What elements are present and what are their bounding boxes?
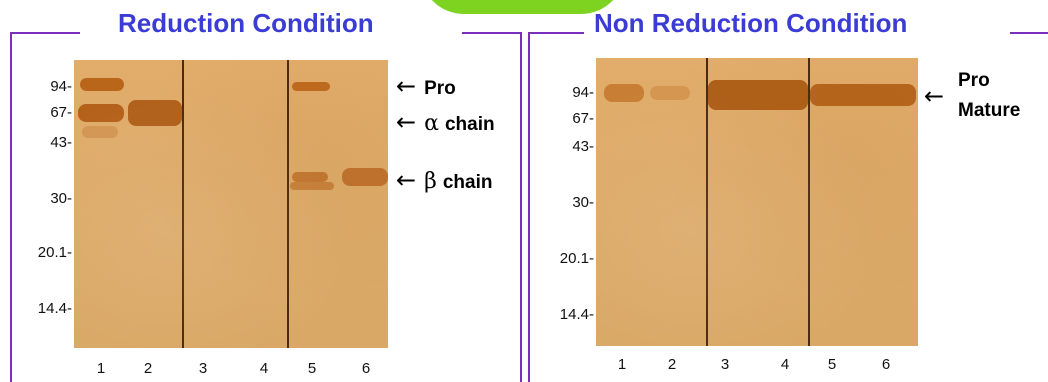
- lane-label: 2: [143, 360, 153, 377]
- band-lane3-4: [708, 80, 808, 110]
- annotation-alpha-chain: ← α chain: [396, 108, 495, 136]
- frame-left: [528, 32, 530, 382]
- mw-marker: 30-: [50, 190, 72, 207]
- mw-marker: 20.1-: [37, 244, 72, 261]
- mw-marker: 94-: [572, 84, 594, 101]
- band-lane2: [650, 86, 690, 100]
- mw-marker: 20.1-: [559, 250, 594, 267]
- frame-top-left: [10, 32, 80, 34]
- lane-divider: [808, 58, 810, 346]
- panel-title-reduction: Reduction Condition: [118, 8, 374, 38]
- band-lane5-6: [810, 84, 916, 106]
- mw-marker: 43-: [572, 138, 594, 155]
- mw-marker: 30-: [572, 194, 594, 211]
- lane-label: 3: [198, 360, 208, 377]
- lane-label: 4: [259, 360, 269, 377]
- frame-top-left: [528, 32, 584, 34]
- frame-left: [10, 32, 12, 382]
- frame-right: [520, 32, 522, 382]
- gel-image-reduction: [74, 60, 388, 348]
- band-faint-lane1: [82, 126, 118, 138]
- band-beta-lane5: [292, 172, 328, 182]
- alpha-symbol: α: [424, 111, 439, 136]
- left-arrow-icon: ←: [396, 166, 417, 194]
- frame-top-right: [462, 32, 522, 34]
- annotation-beta-chain: ← β chain: [396, 166, 493, 194]
- decorative-green-tab: [420, 0, 625, 14]
- band-lane1: [604, 84, 644, 102]
- annotation-pro: Pro: [958, 70, 990, 91]
- annotation-mature: Mature: [958, 100, 1021, 121]
- mw-marker: 43-: [50, 134, 72, 151]
- mw-marker: 14.4-: [559, 306, 594, 323]
- lane-label: 5: [307, 360, 317, 377]
- left-arrow-icon: ←: [924, 82, 945, 110]
- lane-divider: [182, 60, 184, 348]
- band-beta2-lane5: [290, 182, 334, 190]
- lane-label: 1: [96, 360, 106, 377]
- mw-marker: 67-: [50, 104, 72, 121]
- lane-label: 6: [361, 360, 371, 377]
- lane-divider: [287, 60, 289, 348]
- lane-divider: [706, 58, 708, 346]
- band-alpha-lane2: [128, 100, 182, 126]
- band-beta-lane6: [342, 168, 388, 186]
- annotation-pro: ← Pro: [396, 72, 456, 100]
- left-arrow-icon: ←: [396, 108, 417, 136]
- frame-top-right: [1010, 32, 1048, 34]
- panel-title-non-reduction: Non Reduction Condition: [594, 8, 908, 38]
- annotation-pro-mature: ←: [924, 82, 952, 110]
- gel-image-non-reduction: [596, 58, 918, 346]
- lane-label: 4: [780, 356, 790, 373]
- mw-marker: 67-: [572, 110, 594, 127]
- beta-symbol: β: [424, 169, 437, 194]
- lane-label: 6: [881, 356, 891, 373]
- left-arrow-icon: ←: [396, 72, 417, 100]
- band-alpha-lane1: [78, 104, 124, 122]
- lane-label: 3: [720, 356, 730, 373]
- band-pro-lane1: [80, 78, 124, 91]
- mw-marker: 94-: [50, 78, 72, 95]
- mw-marker: 14.4-: [37, 300, 72, 317]
- lane-label: 5: [827, 356, 837, 373]
- band-pro-lane5: [292, 82, 330, 91]
- lane-label: 1: [617, 356, 627, 373]
- lane-label: 2: [667, 356, 677, 373]
